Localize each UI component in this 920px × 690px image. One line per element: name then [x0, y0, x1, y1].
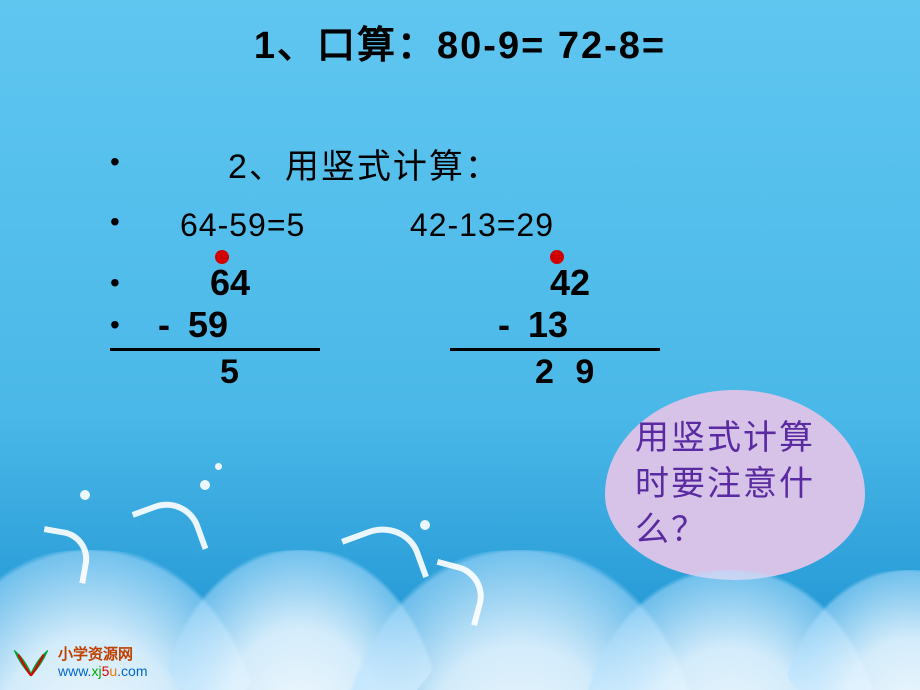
bullet-dot: •: [110, 267, 158, 299]
calc2-sub-row: • - 13: [450, 304, 670, 346]
equations-line: • 64-59=5 42-13=29: [110, 200, 554, 251]
equation-1: 64-59=5: [180, 200, 400, 251]
section2-heading: • 2、用竖式计算：: [110, 140, 554, 194]
bullet-dot: •: [110, 200, 180, 245]
vertical-calculations: • 64 • - 59 5 • 42 • -: [110, 262, 670, 392]
title: 1、口算：80-9= 72-8=: [0, 0, 920, 69]
calc1-top-row: • 64: [110, 262, 330, 304]
column-calc-1: • 64 • - 59 5: [110, 262, 330, 392]
bullet-dot: •: [110, 309, 158, 341]
minus-sign: -: [498, 304, 510, 346]
calc2-result: 2 9: [450, 353, 670, 392]
column-calc-2: • 42 • - 13 2 9: [450, 262, 670, 392]
content-block: • 2、用竖式计算： • 64-59=5 42-13=29: [110, 140, 554, 258]
slide: 1、口算：80-9= 72-8= • 2、用竖式计算： • 64-59=5 42…: [0, 0, 920, 690]
equations: 64-59=5 42-13=29: [180, 200, 554, 251]
logo-cn-text: 小学资源网: [58, 647, 148, 664]
logo: 小学资源网 www.xj5u.com: [10, 644, 148, 682]
calc2-minuend: 42: [498, 262, 590, 304]
minus-sign: -: [158, 304, 170, 346]
logo-icon: [10, 644, 52, 682]
calc1-minuend: 64: [158, 262, 250, 304]
calc1-sub-row: • - 59: [110, 304, 330, 346]
bullet-dot: •: [110, 140, 180, 185]
equation-2: 42-13=29: [410, 207, 554, 243]
borrow-dot-icon: [215, 250, 229, 264]
calc1-result: 5: [110, 353, 330, 392]
calc1-subtrahend: 59: [188, 304, 228, 346]
calc1-rule: [110, 348, 320, 351]
calc2-top-row: • 42: [450, 262, 670, 304]
calc2-rule: [450, 348, 660, 351]
borrow-dot-icon: [550, 250, 564, 264]
logo-url: www.xj5u.com: [58, 664, 148, 679]
section2-label: 2、用竖式计算：: [180, 140, 501, 194]
calc2-subtrahend: 13: [528, 304, 568, 346]
